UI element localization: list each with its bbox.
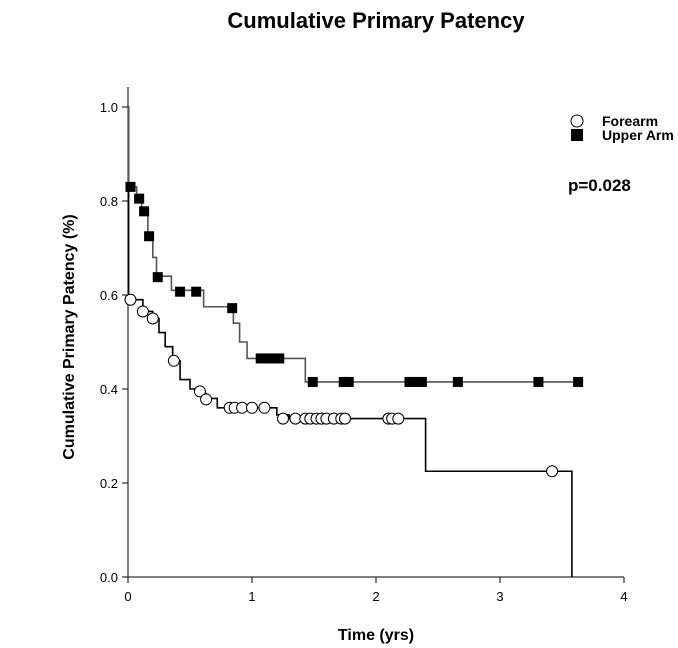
chart-title: Cumulative Primary Patency (227, 8, 525, 33)
censor-marker (452, 376, 463, 387)
legend-marker (570, 114, 584, 128)
censor-marker (277, 412, 289, 425)
series-layer (124, 106, 584, 577)
censor-marker (246, 401, 258, 414)
axes: 0 1 2 3 4 0.0 0.2 0.4 0.6 0.8 1.0 (100, 87, 628, 604)
censor-marker (175, 286, 186, 297)
censor-marker (124, 293, 137, 306)
p-value-annotation: p=0.028 (568, 176, 631, 195)
x-tick-label: 0 (124, 589, 131, 604)
censor-marker (136, 305, 149, 318)
legend-item: Forearm (570, 113, 658, 129)
survival-step-line (127, 106, 573, 577)
y-tick-label: 0.2 (100, 476, 118, 491)
censor-marker (134, 193, 145, 204)
censor-marker (546, 465, 559, 478)
censor-marker (392, 412, 405, 425)
censor-marker (146, 312, 159, 325)
x-tick-label: 2 (372, 589, 379, 604)
legend-item: Upper Arm (571, 127, 674, 143)
censor-marker (261, 353, 272, 364)
censor-marker (191, 286, 202, 297)
censor-marker (274, 353, 285, 364)
censor-marker (258, 401, 271, 414)
censor-marker (573, 376, 584, 387)
censor-marker (404, 376, 415, 387)
censor-marker (144, 231, 155, 242)
censor-marker (533, 376, 544, 387)
censor-marker (416, 376, 427, 387)
censor-marker (167, 354, 180, 367)
censor-marker (125, 181, 136, 192)
y-tick-label: 0.8 (100, 194, 118, 209)
censor-marker (410, 376, 421, 387)
censor-marker (339, 412, 351, 425)
series-forearm (124, 106, 573, 577)
y-axis-label: Cumulative Primary Patency (%) (61, 214, 78, 459)
censor-marker (307, 376, 318, 387)
y-tick-label: 0.6 (100, 288, 118, 303)
censor-marker (255, 353, 266, 364)
x-tick-label: 1 (248, 589, 255, 604)
x-tick-label: 3 (496, 589, 503, 604)
x-axis-label: Time (yrs) (338, 627, 414, 644)
legend-label: Forearm (602, 113, 658, 129)
y-tick-label: 1.0 (100, 100, 118, 115)
censor-marker (139, 206, 150, 217)
censor-marker (200, 393, 213, 406)
censor-marker (227, 303, 238, 314)
censor-marker (193, 385, 206, 398)
legend-label: Upper Arm (602, 127, 674, 143)
y-tick-label: 0.0 (100, 570, 118, 585)
censor-marker (343, 376, 354, 387)
survival-step-line (127, 106, 579, 383)
y-tick-label: 0.4 (100, 382, 118, 397)
censor-marker (152, 272, 163, 283)
censor-marker (289, 412, 302, 425)
censor-marker (268, 353, 279, 364)
x-tick-label: 4 (620, 589, 627, 604)
legend-marker (571, 129, 583, 141)
series-upper-arm (125, 106, 584, 387)
censor-marker (236, 401, 249, 414)
